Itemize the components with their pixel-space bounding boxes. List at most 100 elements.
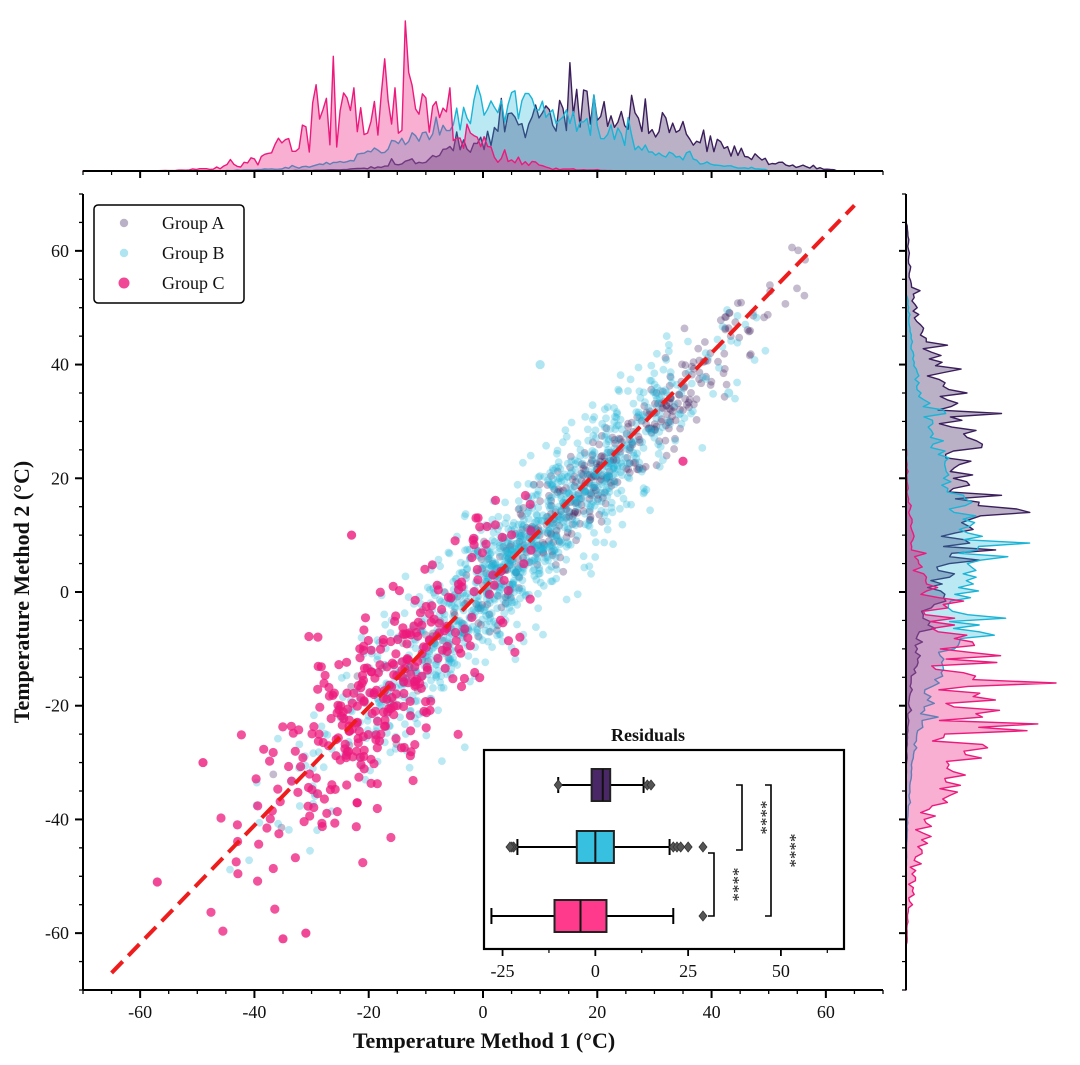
scatter-point-group-a — [547, 472, 555, 480]
scatter-point-group-c — [408, 775, 418, 786]
scatter-point-group-c — [454, 585, 464, 595]
scatter-point-group-b — [520, 521, 528, 530]
scatter-point-group-a — [610, 477, 618, 486]
scatter-outlier-group-c — [678, 456, 688, 466]
scatter-point-group-a — [628, 438, 636, 447]
scatter-point-group-a — [597, 471, 606, 480]
scatter-point-group-b — [661, 386, 670, 395]
scatter-point-group-b — [702, 375, 710, 383]
scatter-point-group-b — [562, 555, 571, 564]
scatter-point-group-b — [514, 565, 522, 574]
scatter-point-group-a — [595, 510, 604, 519]
scatter-point-group-b — [668, 379, 676, 388]
scatter-point-group-a — [624, 419, 632, 428]
scatter-point-group-b — [469, 605, 478, 614]
scatter-point-group-a — [624, 422, 632, 431]
scatter-point-group-b — [550, 546, 558, 555]
scatter-point-group-b — [386, 748, 395, 757]
scatter-point-group-b — [623, 445, 632, 454]
scatter-point-group-b — [459, 569, 467, 577]
scatter-point-group-c — [351, 822, 361, 832]
scatter-point-group-c — [432, 580, 442, 590]
scatter-point-group-b — [478, 636, 487, 645]
scatter-point-group-b — [559, 518, 567, 527]
scatter-point-group-b — [598, 480, 606, 489]
scatter-point-group-a — [695, 375, 703, 384]
scatter-point-group-b — [604, 448, 612, 457]
scatter-point-group-b — [546, 504, 554, 513]
scatter-point-group-a — [553, 488, 562, 497]
scatter-point-group-b — [295, 802, 304, 810]
scatter-point-group-a — [602, 424, 611, 433]
scatter-point-group-b — [534, 570, 543, 578]
scatter-point-group-c — [437, 604, 447, 615]
scatter-point-group-c — [268, 863, 278, 874]
scatter-point-group-a — [701, 338, 709, 346]
scatter-point-group-b — [573, 590, 582, 599]
scatter-point-group-b — [597, 506, 606, 515]
scatter-point-group-b — [576, 446, 585, 454]
scatter-point-group-a — [573, 508, 582, 517]
scatter-point-group-a — [571, 508, 579, 516]
scatter-point-group-a — [568, 512, 577, 521]
scatter-point-group-c — [456, 681, 467, 692]
scatter-point-group-b — [422, 731, 431, 740]
scatter-point-group-b — [654, 450, 663, 458]
scatter-point-group-c — [313, 632, 323, 642]
scatter-point-group-b — [463, 589, 471, 598]
scatter-point-group-b — [560, 477, 569, 485]
scatter-point-group-b — [506, 558, 514, 567]
scatter-point-group-c — [402, 655, 412, 665]
scatter-point-group-a — [477, 620, 485, 629]
scatter-point-group-a — [627, 418, 636, 427]
scatter-point-group-b — [436, 562, 444, 571]
scatter-point-group-a — [766, 281, 774, 289]
scatter-point-group-c — [353, 733, 363, 744]
scatter-point-group-b — [667, 373, 675, 382]
scatter-point-group-b — [474, 604, 483, 612]
scatter-point-group-b — [317, 722, 326, 731]
scatter-point-group-a — [512, 568, 520, 577]
scatter-point-group-c — [473, 513, 483, 523]
legend-marker — [119, 248, 129, 258]
scatter-point-group-c — [417, 620, 427, 630]
scatter-point-group-a — [800, 291, 809, 300]
scatter-point-group-c — [343, 704, 353, 714]
scatter-point-group-b — [501, 519, 510, 528]
scatter-point-group-c — [465, 641, 475, 651]
scatter-point-group-b — [564, 525, 573, 534]
scatter-point-group-a — [600, 453, 609, 462]
scatter-point-group-a — [720, 392, 729, 401]
scatter-point-group-a — [486, 627, 494, 636]
scatter-point-group-a — [496, 552, 504, 561]
scatter-point-group-b — [456, 558, 465, 567]
scatter-point-group-b — [566, 469, 575, 478]
scatter-point-group-b — [581, 509, 589, 518]
scatter-point-group-b — [586, 502, 595, 511]
scatter-point-group-b — [562, 595, 571, 604]
scatter-point-group-b — [727, 337, 735, 345]
scatter-point-group-a — [697, 379, 706, 388]
scatter-point-group-b — [646, 506, 654, 515]
scatter-point-group-a — [517, 532, 525, 540]
scatter-point-group-b — [570, 519, 579, 528]
scatter-point-group-b — [548, 502, 557, 511]
scatter-point-group-a — [534, 541, 542, 550]
scatter-point-group-b — [613, 465, 622, 473]
scatter-point-group-c — [454, 644, 464, 654]
scatter-point-group-b — [591, 426, 600, 435]
scatter-point-group-b — [544, 476, 552, 485]
scatter-point-group-b — [571, 460, 580, 468]
scatter-point-group-c — [254, 839, 264, 849]
scatter-point-group-c — [315, 702, 325, 712]
scatter-point-group-c — [386, 636, 396, 647]
scatter-point-group-b — [518, 576, 527, 585]
scatter-point-group-b — [523, 509, 532, 518]
scatter-point-group-b — [593, 472, 602, 480]
scatter-point-group-b — [501, 558, 510, 566]
scatter-point-group-b — [572, 517, 581, 526]
scatter-point-group-b — [514, 497, 523, 505]
scatter-point-group-b — [639, 489, 648, 498]
scatter-point-group-a — [552, 531, 561, 540]
scatter-point-group-c — [314, 729, 324, 739]
